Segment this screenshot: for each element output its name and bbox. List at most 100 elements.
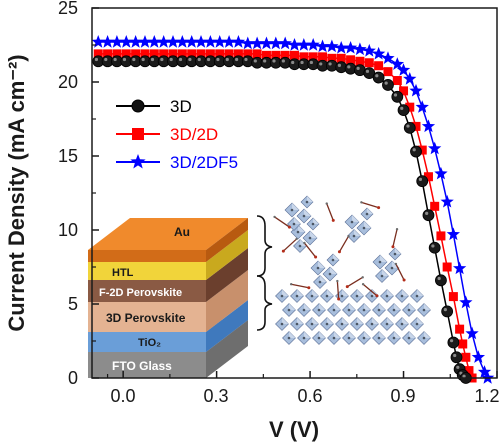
octahedron-face (313, 218, 319, 224)
series-3d-2df5 (91, 35, 495, 384)
data-point (416, 175, 429, 188)
data-point-highlight (291, 60, 295, 65)
data-point (471, 350, 485, 363)
data-point (441, 305, 454, 318)
data-point (391, 90, 404, 103)
data-point (364, 58, 374, 68)
data-point (131, 49, 141, 59)
data-point (259, 36, 274, 50)
device-stack-inset: Au HTL F-2D Perovskite 3D Perovskite TiO… (88, 215, 273, 378)
octahedron-face (319, 331, 326, 338)
metal-atom (332, 308, 336, 312)
data-point (459, 295, 473, 309)
data-point-highlight (347, 65, 351, 69)
data-point (447, 336, 460, 349)
organic-chain (274, 216, 290, 228)
octahedron-face (380, 255, 387, 262)
metal-atom (305, 200, 309, 204)
perovskite-f2d-side (206, 248, 248, 302)
x-tick-label: 0.9 (390, 386, 415, 406)
data-point-highlight (356, 66, 360, 70)
data-point (396, 63, 411, 76)
data-point (428, 241, 441, 254)
organic-chain (346, 276, 364, 288)
organic-atom (377, 206, 381, 210)
data-point (318, 52, 328, 62)
organic-atom (281, 249, 285, 253)
organic-atom (337, 297, 341, 301)
data-point (166, 35, 180, 48)
data-point-highlight (375, 74, 379, 78)
octahedron-face (320, 275, 327, 282)
data-point-highlight (319, 62, 323, 66)
data-point (175, 35, 189, 48)
metal-atom (310, 322, 314, 326)
data-point (383, 67, 393, 77)
organic-atom (337, 250, 341, 254)
organic-atom (360, 201, 363, 204)
octahedron-face (330, 267, 337, 274)
metal-atom (370, 322, 374, 326)
data-point (355, 56, 365, 66)
data-point (450, 351, 463, 364)
layer-label-f2d: F-2D Perovskite (99, 287, 182, 299)
data-point (213, 35, 227, 48)
organic-chain (336, 280, 340, 300)
metal-atom (392, 308, 396, 312)
data-point (343, 41, 358, 54)
data-point-highlight (188, 57, 192, 62)
organic-atom (295, 237, 298, 241)
organic-atom (375, 294, 379, 298)
organic-chain (303, 242, 317, 258)
metal-atom (298, 244, 302, 248)
data-point-highlight (160, 57, 164, 62)
data-point (100, 35, 115, 48)
data-point (147, 35, 161, 48)
data-point (287, 38, 302, 51)
octahedron-face (354, 229, 361, 236)
organic-atom (325, 202, 328, 205)
data-point (411, 121, 421, 131)
octahedron-face (352, 215, 359, 222)
octahedron-face (342, 289, 349, 296)
octahedron-face (424, 303, 431, 310)
data-point (465, 326, 479, 340)
octahedron-face (364, 331, 371, 338)
octahedron-face (357, 289, 364, 296)
legend-item-3d-2d: 3D/2D (116, 125, 218, 144)
tio2-front (88, 332, 206, 352)
data-point-highlight (206, 57, 211, 62)
octahedron-face (357, 317, 364, 324)
au-front (88, 250, 206, 262)
metal-atom (280, 322, 284, 326)
data-point (334, 41, 348, 54)
metal-atom (325, 294, 329, 298)
data-point (215, 49, 225, 59)
data-point (346, 55, 356, 65)
x-tick-label: 1.2 (474, 386, 499, 406)
metal-atom (295, 322, 299, 326)
data-point (157, 35, 171, 48)
y-axis-title: Current Density (mA cm⁻²) (4, 54, 29, 331)
organic-chain (338, 235, 350, 253)
data-point (455, 324, 465, 334)
data-point (440, 194, 454, 208)
metal-atom (392, 336, 396, 340)
tio2-side (206, 300, 248, 352)
metal-atom (318, 280, 322, 284)
data-point (397, 104, 410, 117)
data-point (205, 49, 215, 59)
layer-label-3d: 3D Perovskite (106, 311, 186, 325)
octahedron-face (294, 217, 301, 224)
metal-atom (317, 336, 321, 340)
data-point-highlight (263, 59, 267, 63)
data-point (271, 50, 281, 60)
organic-atom (289, 283, 293, 286)
legend-item-3d: 3D (116, 97, 192, 116)
data-point (446, 227, 460, 241)
octahedron-face (367, 208, 373, 214)
octahedron-face (364, 221, 371, 228)
data-point-highlight (94, 57, 99, 62)
metal-atom (415, 322, 419, 326)
